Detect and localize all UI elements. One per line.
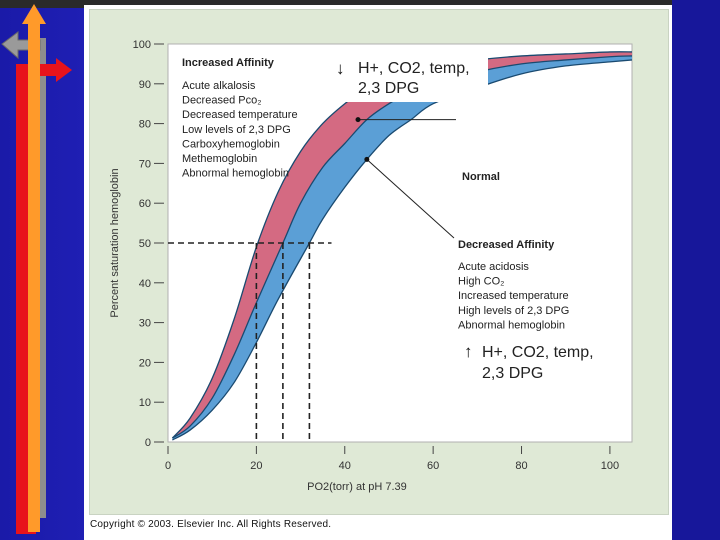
bottom-overlay-line2: 2,3 DPG: [482, 365, 543, 382]
oxygen-dissociation-chart: 0 10 20 30 40 50 60 70 80 90 100 0 20 40 60 80 100 Percen…: [109, 39, 633, 493]
slide-navigation: [1, 4, 72, 534]
decreased-affinity-item: High CO₂: [458, 276, 504, 288]
top-dark-band: [0, 0, 720, 8]
down-arrow-icon: ↓: [336, 59, 345, 78]
increased-affinity-item: Low levels of 2,3 DPG: [182, 124, 291, 136]
increased-affinity-band: [172, 51, 632, 439]
decreased-affinity-item: Acute acidosis: [458, 261, 529, 273]
top-overlay-line1: H+, CO2, temp,: [358, 60, 470, 77]
x-tick-label: 100: [601, 460, 619, 472]
decreased-affinity-band: [172, 55, 632, 441]
normal-label: Normal: [462, 171, 500, 183]
decreased-affinity-curve: [172, 59, 633, 441]
y-tick-label: 70: [139, 158, 151, 170]
y-tick-label: 90: [139, 79, 151, 91]
decreased-affinity-title: Decreased Affinity: [458, 239, 555, 251]
top-overlay-box: [328, 50, 488, 102]
y-tick-label: 10: [139, 397, 151, 409]
y-tick-label: 20: [139, 357, 151, 369]
right-side-panel: [672, 0, 720, 540]
slide-content: 0 10 20 30 40 50 60 70 80 90 100 0 20 40 60 80 100 Percen…: [84, 5, 672, 540]
copyright-notice: Copyright © 2003. Elsevier Inc. All Righ…: [90, 519, 332, 530]
increased-affinity-item: Acute alkalosis: [182, 80, 256, 92]
pointer-dot: [364, 156, 370, 162]
y-axis-label: Percent saturation hemoglobin: [109, 168, 121, 317]
y-tick-label: 40: [139, 278, 151, 290]
y-tick-label: 0: [145, 437, 151, 449]
increased-affinity-item: Decreased temperature: [182, 109, 298, 121]
y-tick-label: 30: [139, 318, 151, 330]
bottom-overlay-box: [456, 337, 614, 407]
decreased-affinity-item: High levels of 2,3 DPG: [458, 305, 569, 317]
x-tick-label: 80: [515, 460, 527, 472]
increased-affinity-item: Carboxyhemoglobin: [182, 138, 280, 150]
y-tick-label: 100: [133, 39, 151, 51]
x-tick-label: 20: [250, 460, 262, 472]
x-axis-label: PO2(torr) at pH 7.39: [307, 481, 407, 493]
top-overlay-line2: 2,3 DPG: [358, 80, 419, 97]
y-tick-label: 50: [139, 238, 151, 250]
up-arrow-label-icon: ↑: [464, 342, 473, 361]
pointer-dot: [355, 117, 361, 123]
y-tick-label: 60: [139, 198, 151, 210]
x-tick-label: 60: [427, 460, 439, 472]
x-tick-label: 0: [165, 460, 171, 472]
decreased-affinity-item: Abnormal hemoglobin: [458, 319, 565, 331]
decreased-leader-line: [366, 159, 455, 239]
increased-affinity-item: Decreased Pco₂: [182, 95, 261, 107]
y-tick-label: 80: [139, 119, 151, 131]
decreased-affinity-item: Increased temperature: [458, 290, 569, 302]
increased-affinity-item: Methemoglobin: [182, 153, 257, 165]
x-tick-label: 40: [339, 460, 351, 472]
up-arrow-icon[interactable]: [22, 4, 46, 532]
increased-affinity-title: Increased Affinity: [182, 57, 275, 69]
increased-affinity-item: Abnormal hemoglobin: [182, 168, 289, 180]
chart-frame: 0 10 20 30 40 50 60 70 80 90 100 0 20 40 60 80 100 Percen…: [89, 9, 669, 515]
bottom-overlay-line1: H+, CO2, temp,: [482, 344, 594, 361]
normal-curve: [172, 55, 633, 439]
